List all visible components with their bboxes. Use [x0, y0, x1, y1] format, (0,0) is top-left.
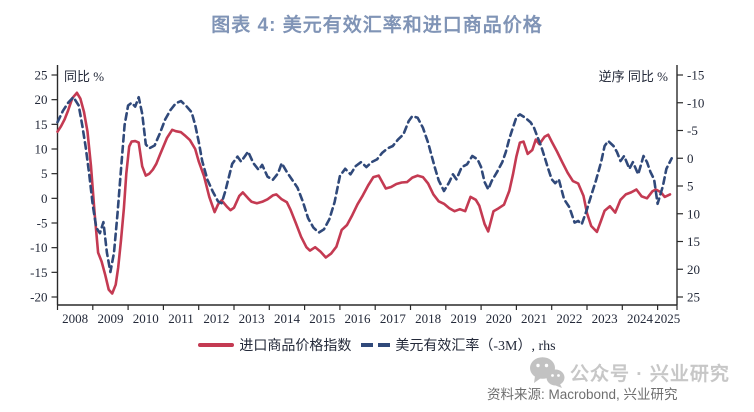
svg-text:2019: 2019 [450, 311, 476, 326]
svg-text:2008: 2008 [62, 311, 88, 326]
svg-text:15: 15 [687, 234, 700, 249]
svg-text:2024: 2024 [627, 311, 654, 326]
svg-text:5: 5 [41, 166, 48, 181]
right-axis-unit-label: 逆序 同比 % [598, 69, 668, 84]
left-axis-unit-label: 同比 % [64, 69, 105, 84]
svg-text:2022: 2022 [556, 311, 582, 326]
svg-text:2009: 2009 [97, 311, 123, 326]
legend-item-usd-effective-rate: 美元有效汇率（-3M）, rhs [361, 335, 556, 355]
svg-text:2017: 2017 [380, 311, 407, 326]
svg-text:2011: 2011 [168, 311, 194, 326]
svg-text:-10: -10 [687, 95, 704, 110]
svg-text:2020: 2020 [486, 311, 512, 326]
chart-legend: 进口商品价格指数 美元有效汇率（-3M）, rhs [0, 335, 754, 355]
svg-text:2018: 2018 [415, 311, 441, 326]
watermark: 公众号 · 兴业研究 [529, 356, 730, 388]
svg-text:2013: 2013 [239, 311, 265, 326]
red-solid-line-swatch [198, 343, 235, 347]
svg-text:-5: -5 [687, 123, 698, 138]
chart-title: 图表 4: 美元有效汇率和进口商品价格 [211, 15, 543, 36]
svg-text:0: 0 [687, 151, 694, 166]
svg-text:10: 10 [687, 206, 700, 221]
navy-dashed-line-swatch [361, 343, 391, 347]
legend-item-import-price-index: 进口商品价格指数 [198, 335, 351, 355]
svg-text:2010: 2010 [133, 311, 159, 326]
source-note: 资料来源: Macrobond, 兴业研究 [487, 387, 678, 402]
svg-text:-5: -5 [37, 216, 48, 231]
svg-text:-20: -20 [30, 290, 47, 305]
svg-text:20: 20 [687, 262, 700, 277]
svg-text:-10: -10 [30, 240, 47, 255]
legend-label-usd-effective-rate: 美元有效汇率（-3M）, rhs [395, 339, 556, 354]
legend-label-import-price-index: 进口商品价格指数 [239, 339, 352, 354]
watermark-text: 公众号 · 兴业研究 [570, 363, 730, 385]
svg-text:25: 25 [687, 290, 700, 305]
svg-text:0: 0 [41, 191, 48, 206]
svg-text:2025: 2025 [654, 311, 680, 326]
svg-text:2015: 2015 [309, 311, 335, 326]
svg-text:20: 20 [35, 92, 48, 107]
svg-text:15: 15 [35, 117, 48, 132]
svg-text:2012: 2012 [203, 311, 229, 326]
svg-text:2014: 2014 [274, 311, 301, 326]
svg-text:-15: -15 [687, 68, 704, 83]
svg-text:-15: -15 [30, 265, 47, 280]
svg-text:2021: 2021 [521, 311, 547, 326]
svg-text:5: 5 [687, 179, 694, 194]
svg-text:25: 25 [35, 68, 48, 83]
svg-text:2023: 2023 [592, 311, 618, 326]
svg-text:10: 10 [35, 142, 48, 157]
wechat-icon [530, 357, 565, 388]
svg-text:2016: 2016 [345, 311, 372, 326]
